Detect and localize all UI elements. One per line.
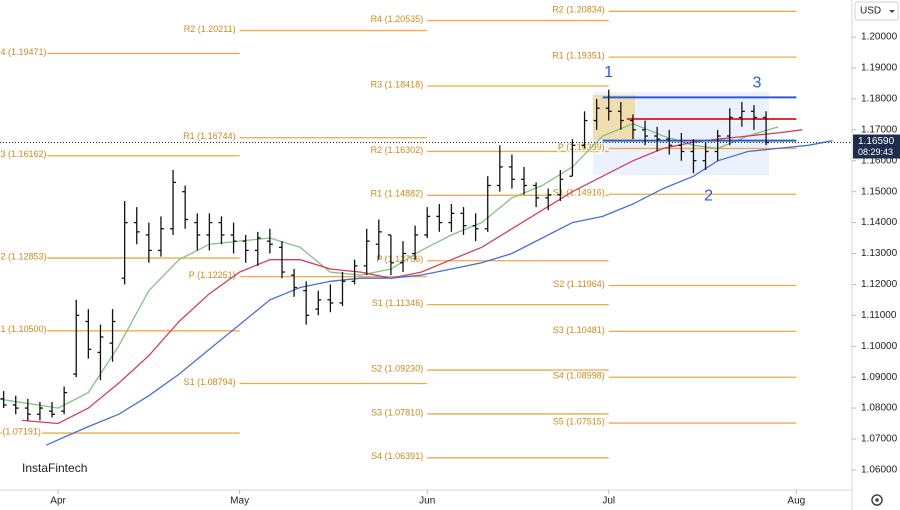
moving-average — [0, 122, 779, 409]
pivot-label: S5 (1.07515) — [553, 416, 605, 426]
y-tick-label: 1.07000 — [861, 434, 898, 445]
dropdown-box[interactable] — [854, 1, 899, 21]
pivot-label: P (1.12251) — [189, 270, 236, 280]
y-tick-label: 1.20000 — [861, 32, 898, 43]
pivot-label: R1 (1.19351) — [552, 51, 605, 61]
pivot-label: S4 (1.06391) — [371, 451, 423, 461]
volume-profile-hist — [593, 95, 635, 140]
plot-area: R4 (1.19471) R3 (1.16162) R2 (1.12853) R1 (… — [0, 3, 852, 463]
y-tick-label: 1.17000 — [861, 124, 898, 135]
pivot-label: S2 (1.09230) — [371, 363, 423, 373]
moving-average — [21, 129, 803, 425]
y-tick-label: 1.06000 — [861, 465, 898, 476]
pivot-label: R4 (1.19471) — [0, 47, 47, 57]
pivot-label: R2 (1.20211) — [184, 24, 236, 34]
pivot-label: R3 (1.16162) — [0, 149, 47, 159]
moving-average — [45, 140, 833, 446]
pivot-label: P (1.12766) — [376, 254, 423, 264]
x-tick-label: Jun — [419, 496, 435, 507]
y-tick-label: 1.12000 — [861, 279, 898, 290]
wave-label: 1 — [604, 64, 613, 81]
currency-label[interactable]: USD — [860, 6, 881, 17]
y-tick-label: 1.18000 — [861, 94, 898, 105]
pivot-label: R1 (1.14882) — [371, 189, 424, 199]
logo: InstaFintech — [22, 461, 87, 475]
pivot-label: R4 (1.20535) — [371, 14, 424, 24]
pivot-label: S1 (1.08794) — [184, 377, 236, 387]
last-price-box — [853, 134, 900, 159]
y-tick-label: 1.16000 — [861, 155, 898, 166]
pivot-label: R1 (1.16744) — [183, 131, 236, 141]
y-tick-label: 1.15000 — [861, 186, 898, 197]
last-price-label: 1.16590 — [858, 136, 895, 147]
pivot-label: R3 (1.18418) — [371, 79, 424, 89]
y-tick-label: 1.11000 — [861, 310, 897, 321]
y-tick-label: 1.13000 — [861, 248, 898, 259]
y-tick-label: 1.08000 — [861, 403, 898, 414]
pivot-label: S1 (1.11346) — [372, 298, 423, 308]
pivot-label: R1 (1.10500) — [0, 324, 47, 334]
pivot-label: S2 (1.11964) — [553, 279, 604, 289]
dropdown-arrow[interactable] — [889, 10, 895, 13]
y-tick-label: 1.14000 — [861, 217, 898, 228]
pivot-label: R2 (1.12853) — [0, 251, 47, 261]
x-tick-label: Apr — [50, 496, 66, 507]
pivot-label: P (1.07191) — [0, 426, 41, 436]
y-tick-label: 1.09000 — [861, 372, 898, 383]
currency-dropdown[interactable]: USD — [854, 1, 899, 21]
pivot-label: S4 (1.08998) — [553, 371, 605, 381]
y-tick-label: 1.10000 — [861, 341, 898, 352]
settings-button[interactable] — [871, 494, 883, 506]
wave-label: 3 — [753, 75, 762, 92]
y-tick-label: 1.19000 — [861, 63, 898, 74]
pivot-label: S3 (1.10481) — [553, 325, 605, 335]
gear-center[interactable] — [875, 498, 879, 502]
pivot-label: R2 (1.16302) — [371, 145, 424, 155]
pivot-label: R2 (1.20834) — [552, 5, 605, 15]
countdown: 08:29:43 — [858, 147, 893, 157]
logo-box — [14, 456, 92, 482]
x-tick-label: Aug — [787, 496, 805, 507]
pivot-label: P (1.16399) — [558, 142, 605, 152]
x-tick-label: Jul — [602, 496, 615, 507]
x-tick-label: May — [230, 496, 249, 507]
pivot-label: S3 (1.07810) — [371, 407, 423, 417]
wave-label: 2 — [704, 188, 713, 205]
gear-icon[interactable] — [871, 494, 883, 506]
